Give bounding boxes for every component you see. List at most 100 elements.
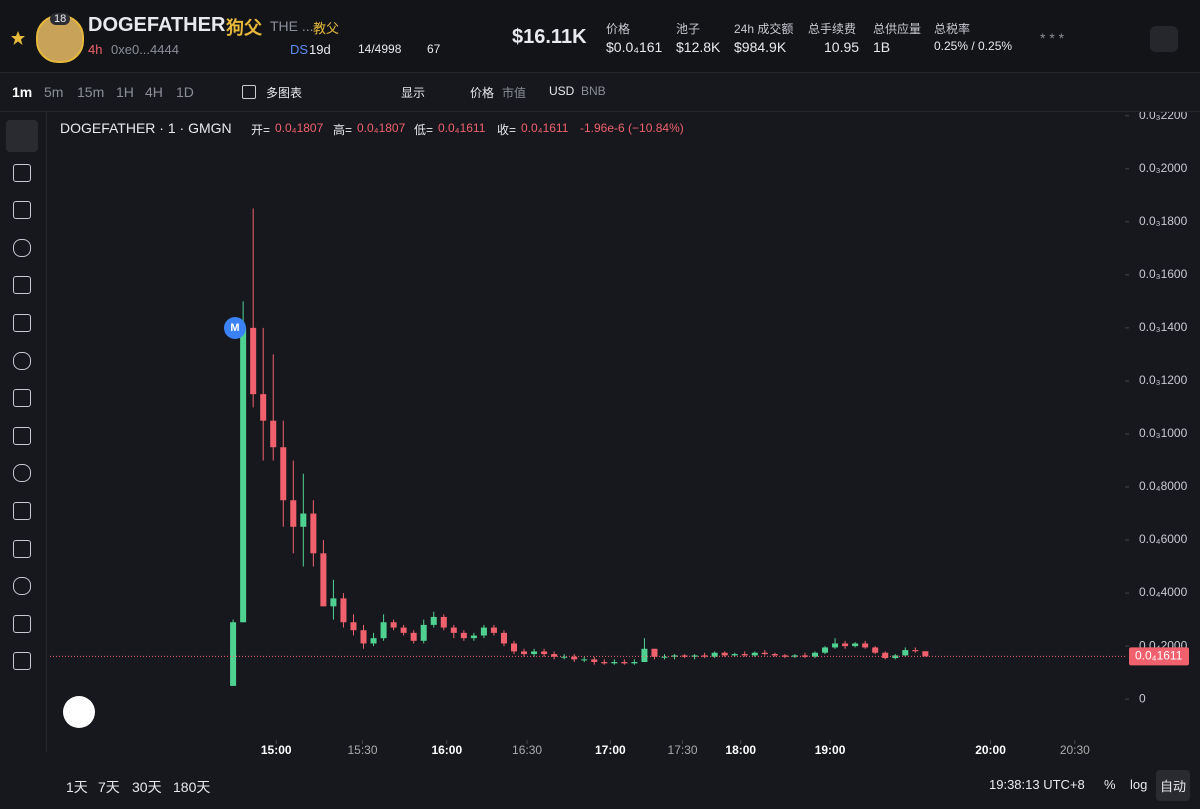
tool-icon[interactable] [13, 238, 31, 257]
interval[interactable]: 1m [12, 84, 33, 100]
candle-body [872, 647, 879, 653]
display-menu[interactable]: 显示 [401, 86, 426, 100]
tool-icon[interactable] [13, 314, 31, 332]
candle-body [460, 632, 467, 639]
header: 18 DOGEFATHER 狗父 THE ... 教父 4h 0xe0...44… [0, 0, 1200, 73]
candle-body [811, 652, 819, 657]
tool-icon[interactable] [13, 464, 31, 483]
star-icon[interactable] [10, 30, 26, 46]
x-tick-label: 19:00 [815, 743, 846, 757]
ds-age: 19d [309, 42, 331, 57]
mcap-toggle[interactable]: 市值 [502, 86, 527, 100]
range-button[interactable]: 30天 [132, 779, 162, 795]
x-tick-label: 18:00 [725, 743, 756, 757]
x-tick-label: 15:00 [261, 743, 292, 757]
candle-body [641, 648, 648, 663]
tool-icon[interactable] [13, 577, 31, 596]
stat-value: $984.9K [734, 39, 787, 55]
market-cap: $16.11K [512, 26, 587, 48]
tool-icon[interactable] [13, 502, 31, 520]
candle-body [761, 652, 768, 655]
candle-body [832, 643, 839, 648]
candle-body [862, 643, 869, 648]
age: 4h [88, 42, 103, 57]
usd-toggle[interactable]: USD [549, 84, 575, 98]
candle-body [290, 500, 297, 527]
candle-body [390, 622, 397, 628]
y-tick-label: 0.0₃1400 [1139, 320, 1188, 334]
interval[interactable]: 1D [176, 84, 194, 100]
tool-icon[interactable] [13, 201, 31, 220]
candle-body [731, 654, 738, 656]
candle-body [581, 659, 588, 661]
candle-body [902, 650, 909, 656]
candle-body [340, 598, 347, 623]
alarm-button[interactable] [1150, 26, 1178, 52]
candle-body [661, 656, 668, 658]
candle-body [360, 630, 367, 644]
interval[interactable]: 1H [116, 84, 134, 100]
token-cn-name: 狗父 [226, 18, 262, 38]
auto-toggle[interactable]: 自动 [1156, 770, 1191, 801]
candle-body [500, 632, 507, 644]
candle-body [711, 652, 718, 657]
candle-body [521, 651, 528, 655]
ohlc-label: 高= [333, 123, 353, 137]
token-name: DOGEFATHER [88, 14, 226, 36]
candle-body [681, 655, 688, 657]
candle-body [621, 662, 628, 664]
candle-body [490, 627, 497, 633]
y-tick-label: 0.0₃1600 [1139, 267, 1188, 281]
percent-toggle[interactable]: % [1104, 777, 1116, 792]
tool-icon[interactable] [13, 539, 31, 558]
y-tick-label: 0.0₄4000 [1139, 585, 1188, 599]
tool-icon[interactable] [13, 389, 31, 408]
candle-body [591, 659, 598, 663]
log-toggle[interactable]: log [1130, 777, 1148, 792]
x-tick-label: 15:30 [348, 743, 378, 757]
candle-body [531, 651, 538, 655]
interval[interactable]: 5m [44, 84, 64, 100]
tool-icon[interactable] [13, 163, 31, 182]
badge: 18 [50, 13, 71, 25]
checkbox[interactable] [242, 85, 256, 99]
ohlc-value: 0.0₄1807 [275, 121, 324, 135]
price-toggle[interactable]: 价格 [470, 86, 495, 100]
candle-body [611, 662, 618, 664]
tool-icon[interactable] [13, 652, 31, 671]
x-tick-label: 17:00 [595, 743, 626, 757]
stat-label: 池子 [676, 22, 701, 36]
candle-body [440, 616, 447, 628]
range-button[interactable]: 7天 [98, 779, 120, 795]
candle-body [882, 652, 889, 659]
candle-body [852, 643, 859, 647]
y-tick-label: 0 [1139, 691, 1146, 705]
tool-icon[interactable] [13, 614, 31, 633]
candle-body [741, 654, 748, 656]
x-tick-label: 20:30 [1060, 743, 1090, 757]
candle-body [781, 655, 788, 657]
range-button[interactable]: 1天 [66, 779, 88, 795]
stat-value: 1B [873, 39, 891, 55]
ohlc-value: 0.0₄1807 [357, 121, 406, 135]
interval[interactable]: 15m [77, 84, 105, 100]
stat-value: 10.95 [824, 39, 860, 55]
bnb-toggle[interactable]: BNB [581, 84, 606, 98]
clock: 19:38:13 UTC+8 [989, 777, 1085, 792]
y-tick-label: 0.0₄6000 [1139, 532, 1188, 546]
change: -1.96e-6 (−10.84%) [580, 121, 684, 135]
tool-icon[interactable] [13, 276, 31, 295]
ds-label: DS [290, 42, 309, 57]
interval[interactable]: 4H [145, 84, 163, 100]
range-button[interactable]: 180天 [173, 779, 211, 795]
y-tick-label: 0.0₃2200 [1139, 112, 1188, 122]
candle-body [551, 654, 558, 657]
tool-icon[interactable] [13, 426, 31, 445]
ohlc-label: 收= [497, 123, 517, 137]
multi-chart[interactable]: 多图表 [266, 86, 303, 100]
crosshair-tool[interactable] [6, 120, 38, 152]
address[interactable]: 0xe0...4444 [111, 42, 179, 57]
candle-body [250, 327, 257, 395]
tool-icon[interactable] [13, 351, 31, 370]
